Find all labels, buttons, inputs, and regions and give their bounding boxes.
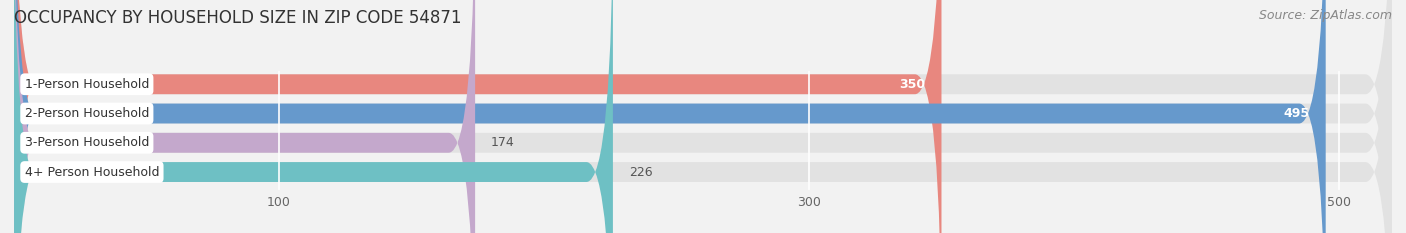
FancyBboxPatch shape [14, 0, 1392, 233]
Text: 3-Person Household: 3-Person Household [25, 136, 149, 149]
FancyBboxPatch shape [14, 0, 1392, 233]
FancyBboxPatch shape [14, 0, 1392, 233]
FancyBboxPatch shape [14, 0, 1326, 233]
Text: 4+ Person Household: 4+ Person Household [25, 165, 159, 178]
Text: 2-Person Household: 2-Person Household [25, 107, 149, 120]
FancyBboxPatch shape [14, 0, 942, 233]
Text: 495: 495 [1284, 107, 1310, 120]
Text: 226: 226 [628, 165, 652, 178]
FancyBboxPatch shape [14, 0, 1392, 233]
Text: OCCUPANCY BY HOUSEHOLD SIZE IN ZIP CODE 54871: OCCUPANCY BY HOUSEHOLD SIZE IN ZIP CODE … [14, 9, 461, 27]
Text: 350: 350 [900, 78, 925, 91]
FancyBboxPatch shape [14, 0, 475, 233]
FancyBboxPatch shape [14, 0, 613, 233]
Text: 1-Person Household: 1-Person Household [25, 78, 149, 91]
Text: 174: 174 [491, 136, 515, 149]
Text: Source: ZipAtlas.com: Source: ZipAtlas.com [1258, 9, 1392, 22]
